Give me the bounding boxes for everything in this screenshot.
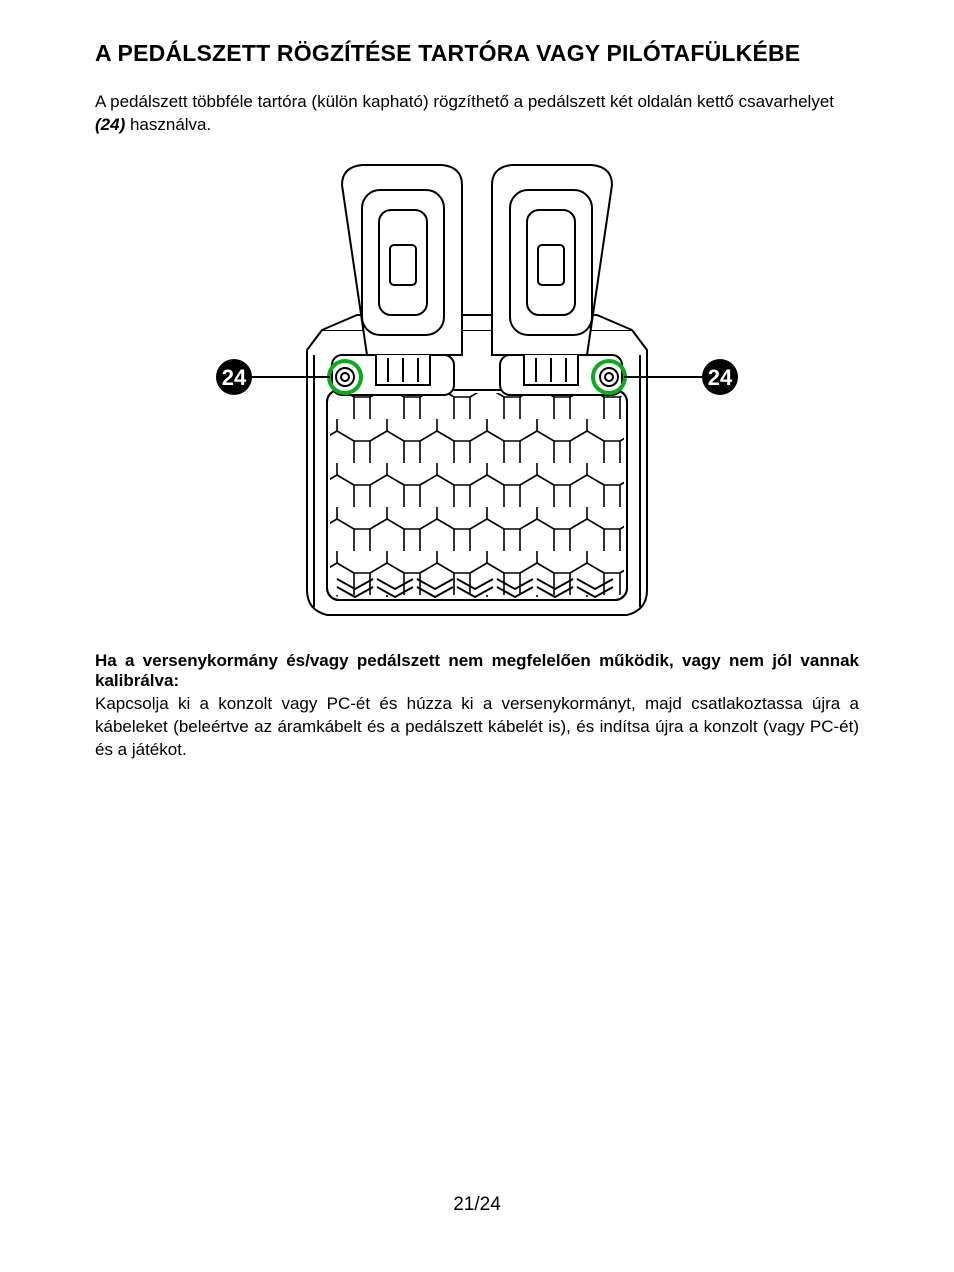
diagram-container: 24 24 [95,155,859,625]
intro-paragraph: A pedálszett többféle tartóra (külön kap… [95,91,859,137]
page-number: 21/24 [0,1194,954,1216]
manual-page: A PEDÁLSZETT RÖGZÍTÉSE TARTÓRA VAGY PILÓ… [0,0,954,1272]
troubleshoot-heading: Ha a versenykormány és/vagy pedálszett n… [95,651,859,691]
intro-text-1: A pedálszett többféle tartóra (külön kap… [95,92,834,111]
intro-ref: (24) [95,115,125,134]
troubleshoot-body: Kapcsolja ki a konzolt vagy PC-ét és húz… [95,693,859,762]
callout-left: 24 [216,359,252,395]
callout-right-label: 24 [708,365,733,390]
intro-text-2: használva. [125,115,211,134]
pedal-diagram: 24 24 [162,155,792,625]
callout-left-label: 24 [222,365,247,390]
page-title: A PEDÁLSZETT RÖGZÍTÉSE TARTÓRA VAGY PILÓ… [95,40,859,67]
callout-right: 24 [702,359,738,395]
